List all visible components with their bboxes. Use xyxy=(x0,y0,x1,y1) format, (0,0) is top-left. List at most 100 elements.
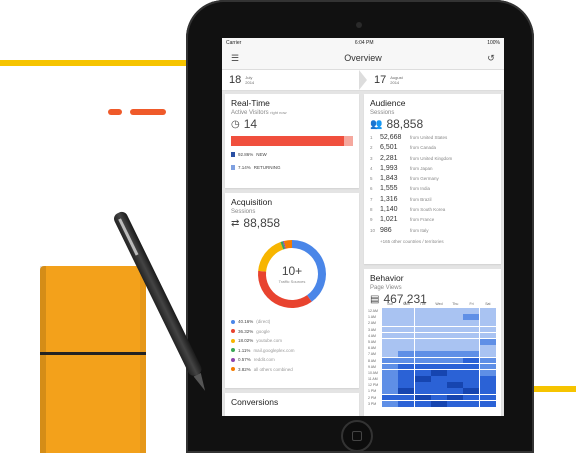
end-date[interactable]: 17 August 2014 xyxy=(367,74,504,86)
hamburger-menu-icon[interactable]: ☰ xyxy=(230,52,240,63)
heatmap-cell xyxy=(398,382,415,388)
orange-dash-short xyxy=(108,109,122,115)
yellow-stripe-right xyxy=(520,386,576,392)
heatmap-cell xyxy=(479,357,496,364)
heatmap-cell xyxy=(382,332,398,339)
heatmap-cell xyxy=(447,332,464,339)
country-row[interactable]: 3 2,281 from United Kingdom xyxy=(370,155,495,165)
heatmap-cell xyxy=(382,357,398,364)
donut-slice xyxy=(282,240,286,249)
heatmap-cell xyxy=(414,388,431,395)
start-day: 18 xyxy=(229,74,242,86)
heatmap-cell xyxy=(463,400,480,407)
heatmap-cell xyxy=(430,369,447,376)
donut-label: Traffic Sources xyxy=(279,279,306,284)
heatmap-cell xyxy=(382,320,398,327)
conversions-card[interactable]: Conversions xyxy=(225,393,359,416)
legend-swatch xyxy=(231,165,235,170)
country-row[interactable]: 5 1,843 from Germany xyxy=(370,175,495,185)
heatmap-cell xyxy=(463,308,480,314)
heatmap-cell xyxy=(463,369,480,376)
heatmap-cell xyxy=(382,351,398,357)
heatmap-header: Sun Mon Tue Wed Thu Fri Sat xyxy=(382,302,496,308)
returning-label: RETURNING xyxy=(253,165,281,170)
donut-value: 10+ xyxy=(282,264,302,278)
country-row[interactable]: 4 1,993 from Japan xyxy=(370,165,495,175)
heatmap-cell xyxy=(447,314,464,320)
heatmap-cell xyxy=(398,308,415,314)
home-button[interactable] xyxy=(341,420,373,452)
heatmap-row: 12 PM xyxy=(368,382,496,388)
heatmap-cell xyxy=(382,314,398,320)
hour-label: 3 PM xyxy=(368,401,377,406)
audience-title: Audience xyxy=(370,98,406,108)
end-day: 17 xyxy=(374,74,387,86)
heatmap-cell xyxy=(479,314,496,320)
heatmap-cell xyxy=(447,369,464,376)
refresh-icon[interactable]: ↺ xyxy=(487,52,495,63)
heatmap-cell xyxy=(447,400,464,407)
visitor-share-bar xyxy=(231,136,353,146)
heatmap-row: 1 AM xyxy=(368,314,496,320)
audience-subtitle: Sessions xyxy=(370,110,395,116)
traffic-source-row[interactable]: 3.82% all others combined xyxy=(231,365,353,375)
heatmap-cell xyxy=(430,363,447,370)
heatmap-cell xyxy=(430,345,447,351)
rank: 6 xyxy=(370,186,373,192)
behavior-card[interactable]: Behavior Page Views ▤ 467,231 Sun Mon Tue We… xyxy=(364,269,501,416)
acquisition-card[interactable]: Acquisition Sessions ⇄ 88,858 10+ Traffic… xyxy=(225,193,359,388)
heatmap-cell xyxy=(430,400,447,407)
country-row[interactable]: 7 1,316 from Brazil xyxy=(370,196,495,206)
behavior-subtitle: Page Views xyxy=(370,285,402,291)
traffic-source-row[interactable]: 1.11% mail.googleplex.com xyxy=(231,346,353,356)
heatmap-cell xyxy=(398,363,415,370)
heatmap-row: 5 AM xyxy=(368,338,496,345)
traffic-source-row[interactable]: 18.02% youtube.com xyxy=(231,336,353,346)
traffic-source-row[interactable]: 0.57% reddit.com xyxy=(231,355,353,365)
audience-card[interactable]: Audience Sessions 👥 88,858 1 52,668 from Un… xyxy=(364,94,501,264)
heatmap-cell xyxy=(479,320,496,327)
heatmap-cell xyxy=(398,394,415,401)
audience-count: 88,858 xyxy=(386,117,424,131)
country-row[interactable]: 6 1,555 from India xyxy=(370,185,495,195)
conversions-title: Conversions xyxy=(231,397,279,407)
heatmap-cell xyxy=(414,308,431,314)
hour-label: 1 AM xyxy=(368,315,376,320)
country-name: from United Kingdom xyxy=(410,155,453,161)
country-name: from Japan xyxy=(410,165,433,171)
heatmap-cell xyxy=(382,394,398,401)
heatmap-cell xyxy=(479,338,496,345)
country-name: from South Korea xyxy=(410,207,446,213)
realtime-subtitle: Active Visitors xyxy=(231,110,269,116)
battery-label: 100% xyxy=(487,39,500,46)
country-row[interactable]: 2 6,501 from Canada xyxy=(370,144,495,154)
heatmap-cell xyxy=(414,345,431,351)
yellow-stripe-top xyxy=(0,60,200,66)
start-month: July xyxy=(245,75,253,80)
source-dot xyxy=(231,357,235,362)
heatmap-cell xyxy=(398,357,415,364)
pageview-heatmap: Sun Mon Tue Wed Thu Fri Sat 12 AM 1 AM 2 AM 3 AM 4 … xyxy=(368,302,496,407)
heatmap-cell xyxy=(447,363,464,370)
behavior-count: 467,231 xyxy=(383,292,427,306)
country-row[interactable]: 9 1,021 from France xyxy=(370,216,495,226)
source-pct: 1.11% xyxy=(238,347,251,353)
traffic-source-row[interactable]: 36.32% google xyxy=(231,327,353,337)
heatmap-row: 10 AM xyxy=(368,369,496,376)
source-name: google xyxy=(256,328,270,334)
source-pct: 40.16% xyxy=(238,319,254,325)
traffic-source-row[interactable]: 40.16% (direct) xyxy=(231,317,353,327)
status-bar: Carrier 6:04 PM 100% xyxy=(222,38,504,47)
acquisition-title: Acquisition xyxy=(231,197,273,207)
realtime-card[interactable]: Real-Time Active Visitors right now ◷ 14 … xyxy=(225,94,359,188)
country-row[interactable]: 10 986 from Italy xyxy=(370,227,495,237)
heatmap-cell xyxy=(382,382,398,388)
country-row[interactable]: 1 52,668 from United States xyxy=(370,134,495,144)
start-date[interactable]: 18 July 2014 xyxy=(222,74,359,86)
heatmap-cell xyxy=(414,369,431,376)
country-row[interactable]: 8 1,140 from South Korea xyxy=(370,206,495,216)
heatmap-cell xyxy=(414,320,431,327)
heatmap-cell xyxy=(382,345,398,351)
heatmap-cell xyxy=(414,314,431,320)
heatmap-cell xyxy=(479,351,496,357)
